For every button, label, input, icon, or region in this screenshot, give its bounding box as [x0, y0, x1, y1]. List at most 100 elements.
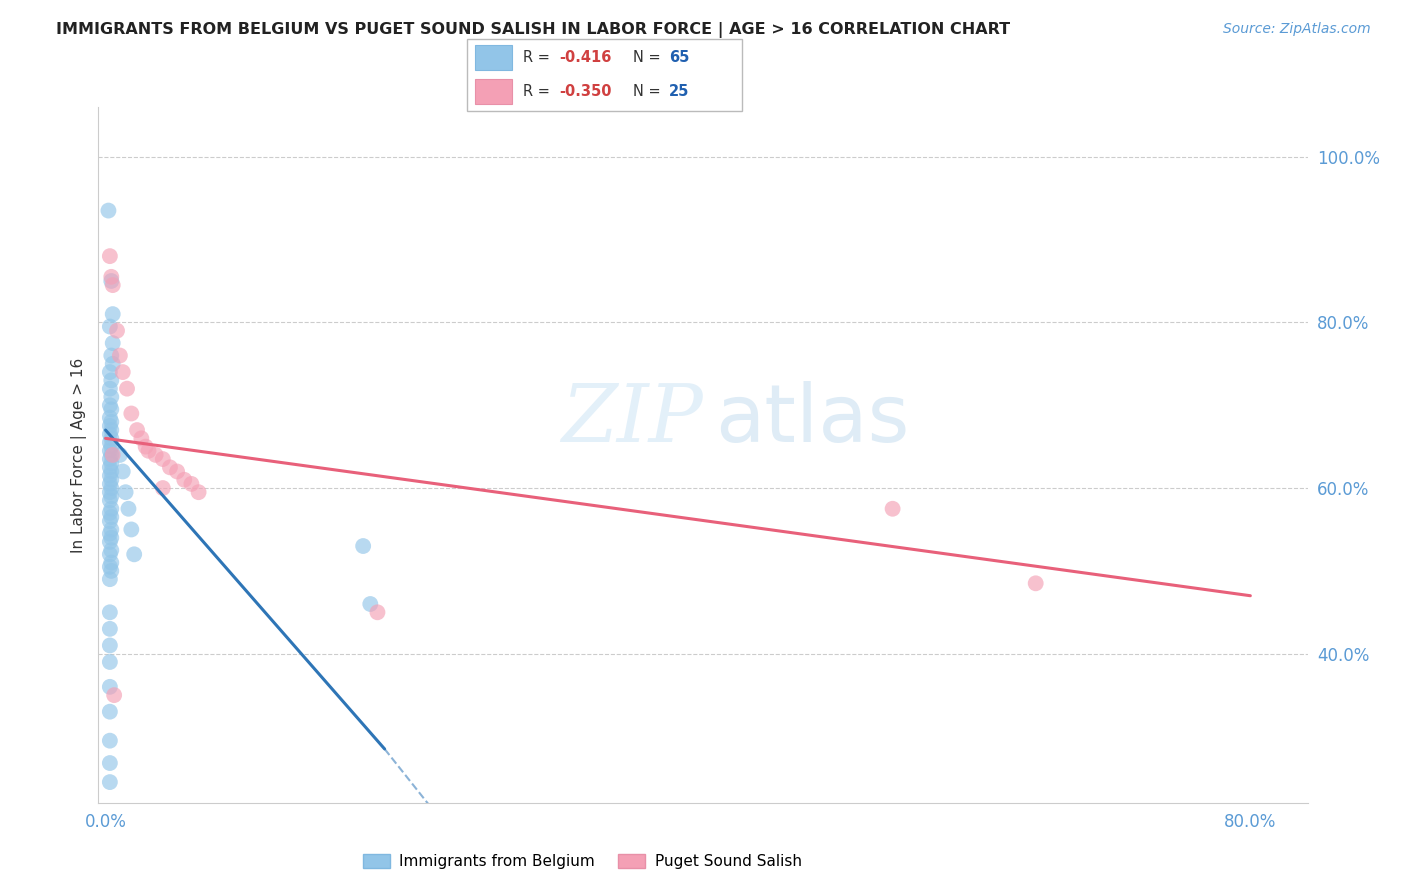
Text: N =: N = [633, 84, 665, 99]
Point [159, 460, 181, 475]
Point [100, 473, 122, 487]
Point [98, 427, 121, 442]
Point [98, 493, 121, 508]
Point [98, 705, 121, 719]
Point [100, 423, 122, 437]
Point [98, 547, 121, 561]
Text: 65: 65 [669, 50, 689, 65]
Point [98, 514, 121, 528]
Point [108, 349, 131, 363]
Point [145, 448, 167, 462]
Legend: Immigrants from Belgium, Puget Sound Salish: Immigrants from Belgium, Puget Sound Sal… [357, 847, 807, 875]
Point [180, 477, 202, 491]
Point [100, 269, 122, 284]
Text: 25: 25 [669, 84, 689, 99]
Point [100, 440, 122, 454]
Point [101, 278, 124, 293]
Point [114, 485, 136, 500]
Point [98, 435, 121, 450]
Point [100, 523, 122, 537]
Text: Source: ZipAtlas.com: Source: ZipAtlas.com [1223, 22, 1371, 37]
Point [98, 452, 121, 467]
Point [98, 756, 121, 770]
Point [105, 324, 128, 338]
Point [352, 539, 374, 553]
Text: -0.350: -0.350 [560, 84, 612, 99]
Point [100, 402, 122, 417]
Point [100, 431, 122, 445]
Point [173, 473, 195, 487]
Point [97, 203, 120, 218]
Point [98, 410, 121, 425]
Point [98, 365, 121, 379]
Point [100, 501, 122, 516]
Text: ZIP: ZIP [561, 382, 703, 458]
Point [366, 605, 388, 619]
Point [98, 680, 121, 694]
Point [135, 440, 157, 454]
Point [100, 510, 122, 524]
FancyBboxPatch shape [467, 39, 742, 111]
Point [100, 465, 122, 479]
Point [115, 382, 138, 396]
Point [98, 605, 121, 619]
Point [98, 443, 121, 458]
Point [187, 485, 209, 500]
Point [98, 639, 121, 653]
Point [100, 543, 122, 558]
Point [98, 398, 121, 412]
Point [98, 655, 121, 669]
Text: R =: R = [523, 50, 554, 65]
Point [98, 572, 121, 586]
Point [98, 526, 121, 541]
Bar [475, 45, 512, 70]
Text: R =: R = [523, 84, 554, 99]
Point [100, 373, 122, 387]
Point [122, 547, 145, 561]
Point [98, 419, 121, 434]
Point [101, 336, 124, 351]
Point [98, 622, 121, 636]
Point [100, 489, 122, 503]
Point [101, 448, 124, 462]
Point [100, 390, 122, 404]
Point [98, 382, 121, 396]
Point [98, 319, 121, 334]
Point [108, 448, 131, 462]
Point [98, 485, 121, 500]
Point [138, 443, 160, 458]
Point [152, 452, 174, 467]
Point [100, 556, 122, 570]
Point [111, 365, 134, 379]
Point [100, 448, 122, 462]
Point [100, 481, 122, 495]
Point [101, 357, 124, 371]
Point [100, 349, 122, 363]
Point [120, 523, 142, 537]
Text: N =: N = [633, 50, 665, 65]
Point [101, 307, 124, 321]
Y-axis label: In Labor Force | Age > 16: In Labor Force | Age > 16 [72, 358, 87, 552]
Text: IMMIGRANTS FROM BELGIUM VS PUGET SOUND SALISH IN LABOR FORCE | AGE > 16 CORRELAT: IMMIGRANTS FROM BELGIUM VS PUGET SOUND S… [56, 22, 1011, 38]
Point [131, 431, 153, 445]
Point [152, 481, 174, 495]
Point [882, 501, 904, 516]
Text: atlas: atlas [716, 381, 910, 459]
Point [359, 597, 381, 611]
Text: -0.416: -0.416 [560, 50, 612, 65]
Point [103, 688, 125, 702]
Point [117, 501, 139, 516]
Point [98, 506, 121, 520]
Point [98, 733, 121, 747]
Point [100, 415, 122, 429]
Point [98, 468, 121, 483]
Point [100, 274, 122, 288]
Point [98, 535, 121, 549]
Point [1025, 576, 1047, 591]
Point [100, 456, 122, 470]
Point [166, 465, 188, 479]
Point [98, 249, 121, 263]
Point [100, 531, 122, 545]
Point [98, 460, 121, 475]
Point [98, 775, 121, 789]
